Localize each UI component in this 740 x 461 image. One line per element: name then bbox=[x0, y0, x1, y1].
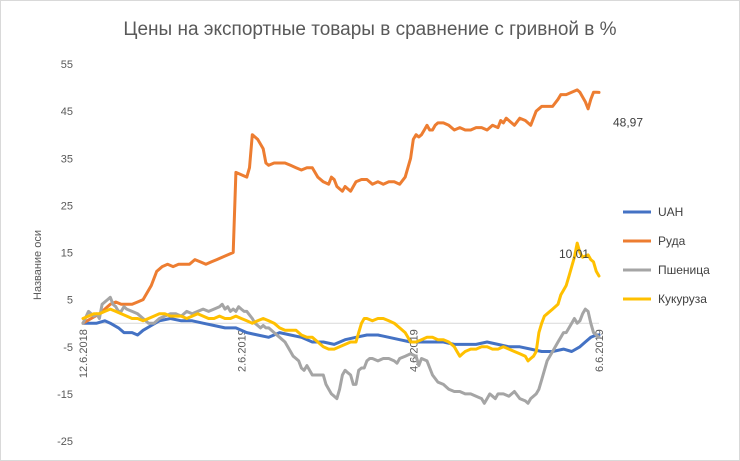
y-axis-title: Название оси bbox=[32, 230, 44, 300]
data-label: 48,97 bbox=[613, 115, 643, 129]
legend-label: Пшеница bbox=[658, 263, 710, 277]
y-axis-ticks: 55 45 35 25 15 5 -5 -15 -25 bbox=[57, 59, 73, 448]
y-tick-label: 45 bbox=[61, 106, 73, 118]
legend-label: Руда bbox=[658, 234, 686, 248]
series-lines bbox=[81, 88, 601, 405]
y-tick-label: -25 bbox=[57, 436, 73, 448]
series-line-Кукуруза bbox=[81, 241, 601, 363]
data-label: 10,01 bbox=[559, 247, 589, 261]
x-axis: 12.6.2018 2.6.2019 4.6.2019 6.6.2019 bbox=[78, 322, 606, 378]
y-tick-label: 55 bbox=[61, 59, 73, 71]
series-line-UAH bbox=[81, 317, 601, 353]
y-tick-label: 15 bbox=[61, 248, 73, 260]
x-tick-label: 2.6.2019 bbox=[236, 329, 248, 372]
y-tick-label: -5 bbox=[63, 342, 73, 354]
legend-label: Кукуруза bbox=[658, 292, 707, 306]
chart-title: Цены на экспортные товары в сравнение с … bbox=[123, 19, 616, 40]
x-tick-label: 12.6.2018 bbox=[78, 329, 90, 378]
y-tick-label: 5 bbox=[67, 295, 73, 307]
data-annotations: 48,97 10,01 bbox=[559, 115, 643, 261]
x-tick-label: 6.6.2019 bbox=[594, 329, 606, 372]
y-tick-label: 25 bbox=[61, 200, 73, 212]
series-line-Руда bbox=[81, 88, 601, 325]
legend-label: UAH bbox=[658, 205, 683, 219]
y-tick-label: -15 bbox=[57, 389, 73, 401]
y-tick-label: 35 bbox=[61, 153, 73, 165]
legend: UAH Руда Пшеница Кукуруза bbox=[623, 205, 710, 306]
